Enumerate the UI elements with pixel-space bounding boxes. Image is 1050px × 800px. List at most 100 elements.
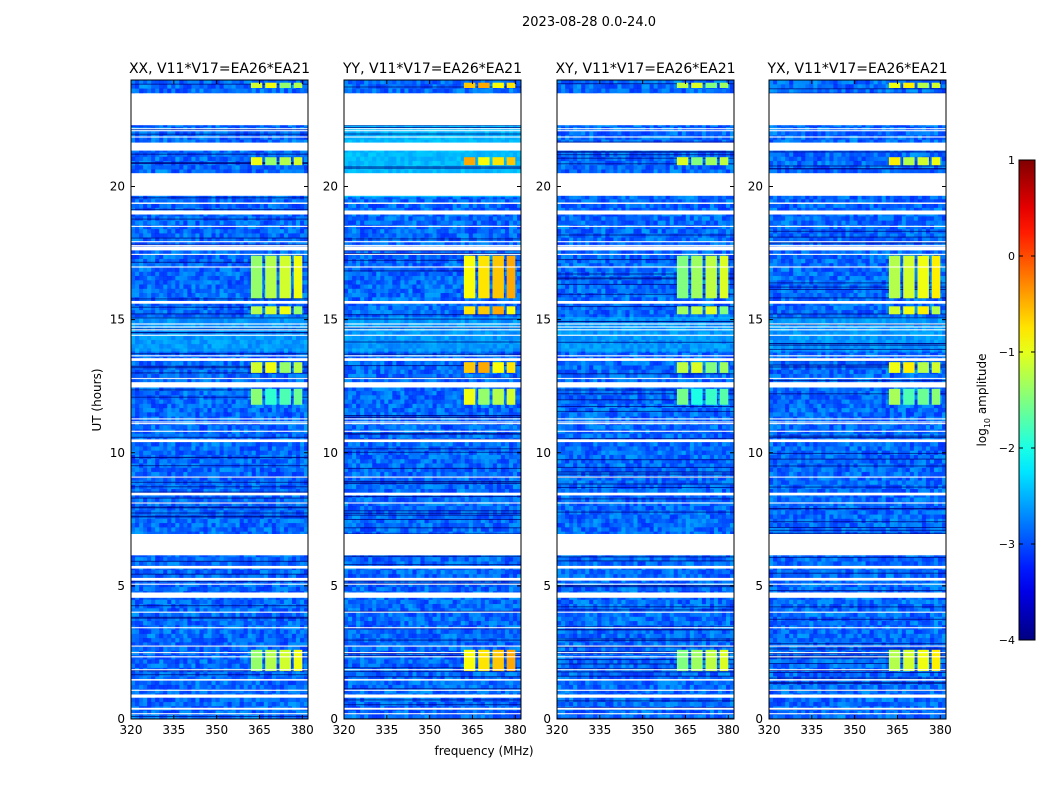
y-tick-label: 0 xyxy=(755,712,763,726)
x-tick-label: 350 xyxy=(418,723,441,737)
rfi-block xyxy=(903,82,915,88)
rfi-block xyxy=(903,157,915,166)
y-tick-label: 5 xyxy=(330,579,338,593)
rfi-block xyxy=(478,362,490,373)
rfi-block xyxy=(478,649,490,672)
y-tick-label: 5 xyxy=(543,579,551,593)
heatmap-image xyxy=(769,80,946,719)
flagged-row xyxy=(769,439,946,443)
rfi-block xyxy=(463,82,476,88)
rfi-block xyxy=(676,306,689,315)
rfi-block xyxy=(250,157,263,166)
flagged-row xyxy=(344,679,521,681)
rfi-block xyxy=(931,649,941,672)
rfi-block xyxy=(903,649,915,672)
x-tick-label: 380 xyxy=(291,723,314,737)
rfi-block xyxy=(719,388,729,405)
rfi-block xyxy=(265,649,277,672)
rfi-block xyxy=(719,82,729,88)
rfi-block xyxy=(888,388,901,405)
rfi-block xyxy=(931,157,941,166)
flagged-row xyxy=(131,694,308,698)
rfi-block xyxy=(676,649,689,672)
flagged-row xyxy=(769,382,946,388)
x-tick-label: 365 xyxy=(248,723,271,737)
rfi-block xyxy=(506,255,516,299)
rfi-block xyxy=(463,157,476,166)
rfi-block xyxy=(265,362,277,373)
flagged-row xyxy=(131,577,308,581)
x-tick-label: 320 xyxy=(546,723,569,737)
panel-yy: YY, V11*V17=EA26*EA21 320 335 350 365 380 0 5 10… xyxy=(323,61,527,737)
flagged-row xyxy=(769,210,946,215)
rfi-block xyxy=(279,157,291,166)
rfi-block xyxy=(917,649,929,672)
rfi-block xyxy=(492,255,504,299)
rfi-block xyxy=(478,255,490,299)
rfi-block xyxy=(903,388,915,405)
rfi-block xyxy=(293,157,303,166)
colorbar-tick-label: 1 xyxy=(1008,154,1015,167)
rfi-block xyxy=(719,157,729,166)
flagged-row xyxy=(769,142,946,151)
panels: XX, V11*V17=EA26*EA21 320 335 350 365 380 0 5 10… xyxy=(110,61,952,737)
x-tick-label: 365 xyxy=(461,723,484,737)
rfi-block xyxy=(492,82,504,88)
rfi-block xyxy=(506,82,516,88)
rfi-block xyxy=(265,255,277,299)
axes-frame xyxy=(768,79,947,720)
y-tick-label: 15 xyxy=(748,313,763,327)
rfi-block xyxy=(691,82,703,88)
flagged-row xyxy=(557,93,734,126)
colorbar-tick-label: 0 xyxy=(1008,250,1015,263)
panel-title: YX, V11*V17=EA26*EA21 xyxy=(766,61,947,77)
x-tick-label: 320 xyxy=(333,723,356,737)
rfi-block xyxy=(463,306,476,315)
flagged-row xyxy=(557,358,734,361)
flagged-row xyxy=(131,707,308,710)
x-tick-label: 380 xyxy=(717,723,740,737)
flagged-row xyxy=(131,246,308,251)
flagged-row xyxy=(344,301,521,304)
flagged-row xyxy=(131,93,308,126)
flagged-row xyxy=(557,301,734,304)
flagged-row xyxy=(557,382,734,388)
y-tick-label: 5 xyxy=(755,579,763,593)
flagged-row xyxy=(131,358,308,361)
rfi-block xyxy=(705,157,717,166)
rfi-block xyxy=(506,649,516,672)
rfi-block xyxy=(705,82,717,88)
flagged-row xyxy=(131,679,308,681)
x-tick-label: 335 xyxy=(162,723,185,737)
flagged-row xyxy=(344,93,521,126)
flagged-row xyxy=(769,173,946,196)
rfi-block xyxy=(691,306,703,315)
rfi-block xyxy=(691,388,703,405)
y-tick-label: 20 xyxy=(748,180,763,194)
flagged-row xyxy=(131,592,308,598)
rfi-block xyxy=(463,649,476,672)
rfi-block xyxy=(676,388,689,405)
heatmap-image xyxy=(344,80,521,719)
rfi-block xyxy=(676,362,689,373)
rfi-block xyxy=(676,255,689,299)
panel-title: YY, V11*V17=EA26*EA21 xyxy=(342,61,522,77)
heatmap-image xyxy=(557,80,734,719)
x-tick-label: 350 xyxy=(631,723,654,737)
rfi-block xyxy=(279,649,291,672)
colorbar-tick-label: −4 xyxy=(999,634,1015,647)
flagged-row xyxy=(557,142,734,151)
flagged-row xyxy=(131,492,308,496)
flagged-row xyxy=(557,592,734,598)
y-tick-label: 20 xyxy=(110,180,125,194)
rfi-block xyxy=(265,306,277,315)
y-tick-label: 20 xyxy=(536,180,551,194)
flagged-row xyxy=(557,707,734,710)
y-tick-label: 5 xyxy=(117,579,125,593)
x-tick-label: 365 xyxy=(674,723,697,737)
rfi-block xyxy=(293,255,303,299)
y-tick-label: 0 xyxy=(330,712,338,726)
rfi-block xyxy=(931,255,941,299)
flagged-row xyxy=(557,577,734,581)
rfi-block xyxy=(705,255,717,299)
